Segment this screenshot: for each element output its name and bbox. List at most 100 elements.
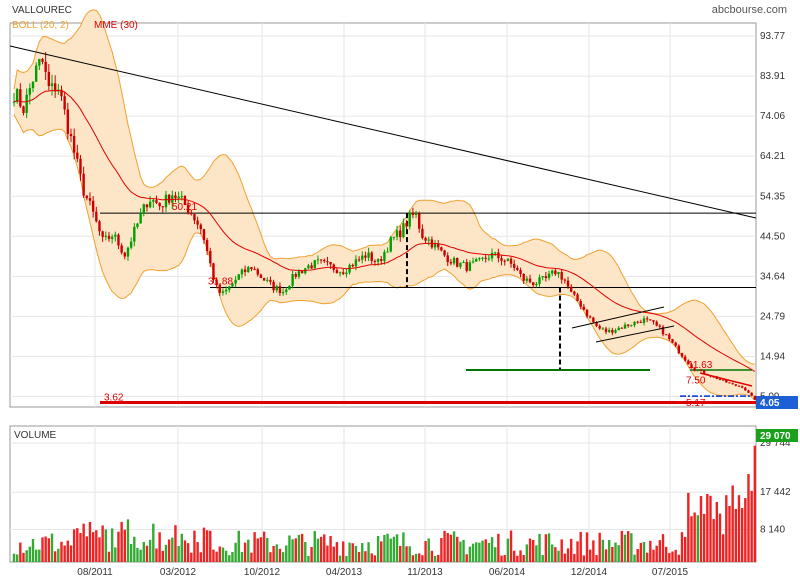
volume-bar xyxy=(579,531,582,562)
volume-bar xyxy=(471,543,475,562)
y-tick-label: 64.21 xyxy=(760,151,785,162)
candle-body xyxy=(513,263,516,268)
volume-bar xyxy=(190,552,193,562)
candle-body xyxy=(231,283,234,287)
candle-body xyxy=(579,301,582,307)
volume-bar xyxy=(725,495,728,562)
boll-legend: BOLL (20, 2) xyxy=(12,20,69,31)
candle-body xyxy=(402,223,405,238)
volume-bar xyxy=(642,541,646,562)
volume-bar xyxy=(76,528,79,562)
candle-body xyxy=(623,324,627,329)
last-price-badge xyxy=(756,396,798,409)
volume-bar xyxy=(658,540,662,562)
candle-body xyxy=(196,220,199,225)
candle-body xyxy=(177,196,180,199)
volume-bar xyxy=(475,542,478,562)
volume-bar xyxy=(690,516,693,562)
candle-body xyxy=(604,328,608,332)
volume-bar xyxy=(129,544,133,562)
volume-bar xyxy=(462,539,465,562)
volume-bar xyxy=(28,546,32,562)
candle-body xyxy=(69,133,73,137)
volume-bar xyxy=(31,538,35,562)
volume-bar xyxy=(671,551,674,562)
annotation-label: 50.21 xyxy=(172,202,197,213)
candle-body xyxy=(639,321,643,323)
candle-body xyxy=(367,252,370,258)
candle-body xyxy=(494,252,497,254)
volume-bar xyxy=(513,550,516,562)
candle-body xyxy=(731,383,734,385)
volume-bar xyxy=(272,545,275,562)
candle-body xyxy=(452,257,456,264)
volume-bar xyxy=(161,550,164,562)
candle-body xyxy=(326,261,329,263)
volume-bar xyxy=(452,531,456,562)
volume-bar xyxy=(126,519,130,562)
candle-body xyxy=(408,212,411,227)
candle-body xyxy=(19,89,22,107)
candle-body xyxy=(291,274,294,286)
volume-bar xyxy=(532,539,535,562)
x-tick-label: 04/2013 xyxy=(326,567,363,578)
volume-bar xyxy=(332,546,335,562)
candle-body xyxy=(598,325,601,329)
candle-body xyxy=(683,356,687,361)
candle-body xyxy=(85,195,89,199)
volume-bar xyxy=(95,530,98,562)
candle-body xyxy=(247,267,250,273)
trend-lines xyxy=(9,45,757,387)
candle-body xyxy=(129,241,133,248)
candle-body xyxy=(503,260,506,262)
volume-bar xyxy=(414,553,418,562)
candle-body xyxy=(418,213,421,229)
volume-bar xyxy=(367,542,370,562)
volume-bar xyxy=(253,532,256,562)
volume-bar xyxy=(107,551,111,562)
candle-body xyxy=(180,195,183,197)
volume-bar xyxy=(569,538,573,562)
candle-body xyxy=(329,261,332,265)
volume-bar xyxy=(269,552,272,562)
candle-body xyxy=(433,243,437,248)
candle-body xyxy=(76,152,79,159)
volume-bar xyxy=(747,474,750,562)
brand-label: abcbourse.com xyxy=(712,4,787,16)
candle-body xyxy=(370,252,373,261)
candle-body xyxy=(323,259,326,262)
candle-body xyxy=(345,272,348,275)
candle-body xyxy=(278,286,282,294)
volume-bar xyxy=(494,547,497,562)
volume-bar xyxy=(497,533,500,562)
volume-bar xyxy=(19,542,22,562)
volume-bar xyxy=(386,533,389,562)
volume-bar xyxy=(79,533,82,562)
volume-tick-label: 8 140 xyxy=(760,524,785,535)
volume-bar xyxy=(262,531,266,562)
volume-bar xyxy=(335,542,339,562)
volume-bar xyxy=(437,554,440,562)
volume-bar xyxy=(123,529,127,562)
volume-bar xyxy=(633,554,636,562)
y-tick-label: 34.64 xyxy=(760,271,785,282)
candle-body xyxy=(152,200,155,202)
volume-bar xyxy=(145,545,149,562)
volume-bar xyxy=(171,537,174,562)
candle-body xyxy=(364,255,367,258)
volume-bar xyxy=(541,555,544,562)
volume-bar xyxy=(411,555,415,562)
volume-bar xyxy=(285,545,288,562)
candle-body xyxy=(310,265,313,269)
candle-body xyxy=(297,271,301,277)
volume-bar xyxy=(294,538,297,562)
volume-bar xyxy=(389,538,392,562)
volume-bar xyxy=(98,537,101,562)
volume-bar xyxy=(544,534,548,562)
candle-body xyxy=(120,245,123,253)
annotation-label: 11.63 xyxy=(688,360,713,371)
volume-bar xyxy=(696,515,700,562)
candle-body xyxy=(34,65,38,82)
volume-bar xyxy=(319,536,323,562)
